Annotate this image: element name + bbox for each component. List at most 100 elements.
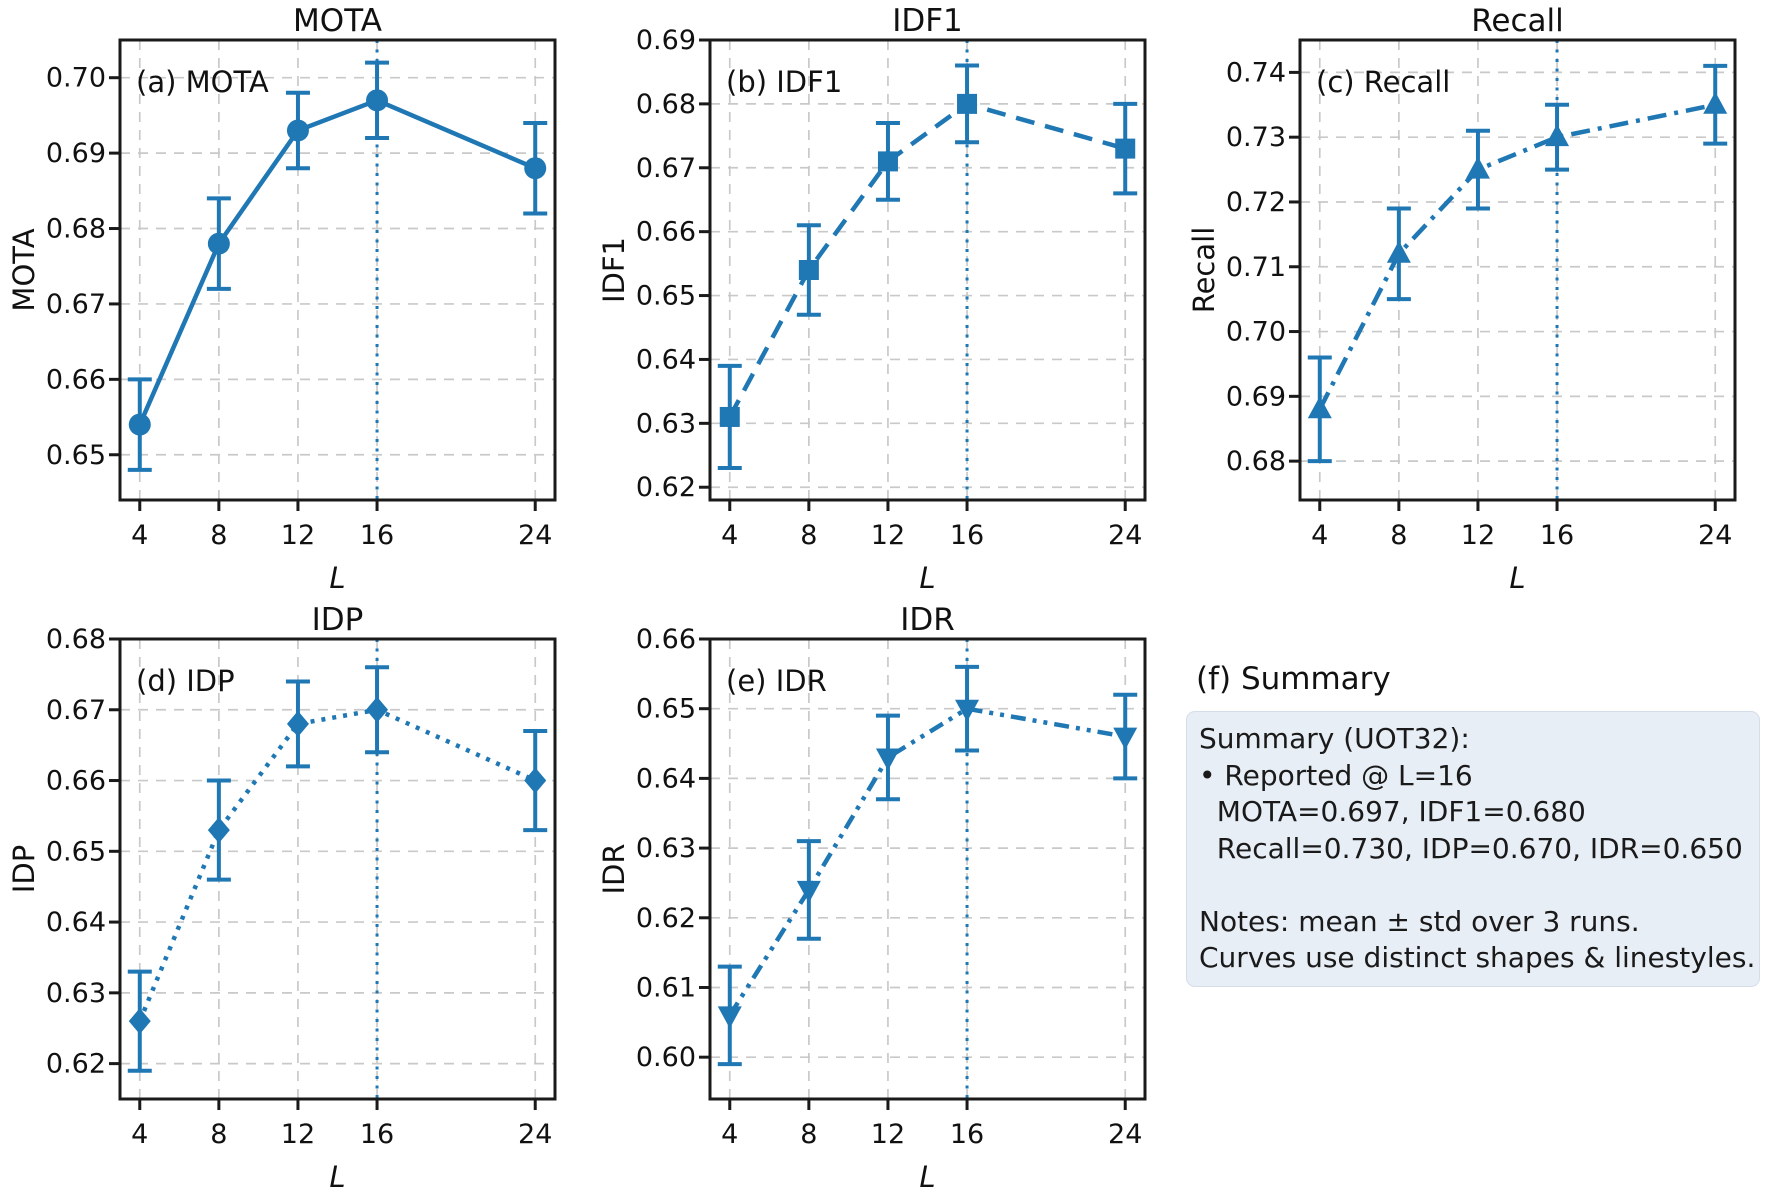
triangle-up-marker <box>1307 396 1332 419</box>
diamond-marker <box>128 1008 151 1035</box>
x-tick-label: 8 <box>210 1119 227 1150</box>
triangle-up-marker <box>1386 240 1411 263</box>
y-tick-label: 0.62 <box>46 1049 106 1080</box>
y-axis-label: Recall <box>1187 227 1221 314</box>
y-tick-label: 0.65 <box>46 440 106 471</box>
panel-annotation: (a) MOTA <box>136 65 269 99</box>
diamond-marker <box>366 696 389 723</box>
circle-marker <box>286 119 309 142</box>
x-tick-label: 8 <box>800 520 817 551</box>
triangle-down-marker <box>796 880 821 903</box>
y-tick-label: 0.69 <box>1226 381 1286 412</box>
summary-line: Summary (UOT32): <box>1199 722 1470 755</box>
x-tick-label: 24 <box>1108 520 1142 551</box>
x-tick-label: 8 <box>210 520 227 551</box>
axes-box <box>118 38 557 502</box>
triangle-up-marker <box>1703 91 1728 114</box>
y-tick-label: 0.60 <box>636 1042 696 1073</box>
x-tick-label: 24 <box>1108 1119 1142 1150</box>
axes-box <box>118 637 557 1101</box>
x-tick-label: 24 <box>518 520 552 551</box>
summary-line: MOTA=0.697, IDF1=0.680 <box>1199 795 1586 828</box>
x-tick-label: 16 <box>360 1119 394 1150</box>
summary-panel: (f) Summary Summary (UOT32): • Reported … <box>1180 599 1770 1197</box>
subplot-idp: 0.62 0.63 0.64 0.65 0.66 0.67 0.68 4 8 12 16 24 IDP L… <box>7 602 557 1194</box>
y-tick-label: 0.71 <box>1226 252 1286 283</box>
diamond-marker <box>524 767 547 794</box>
y-tick-label: 0.66 <box>636 217 696 248</box>
panel-title: MOTA <box>293 3 382 39</box>
summary-line: Recall=0.730, IDP=0.670, IDR=0.650 <box>1199 831 1743 865</box>
y-tick-label: 0.64 <box>636 344 696 375</box>
plot-line <box>1317 102 1716 411</box>
axes-box <box>708 637 1147 1101</box>
y-axis-label: IDP <box>7 845 41 893</box>
panel-annotation: (b) IDF1 <box>726 65 842 99</box>
panel-annotation: (d) IDP <box>136 664 235 698</box>
y-tick-label: 0.69 <box>46 138 106 169</box>
y-tick-label: 0.68 <box>46 214 106 245</box>
x-tick-label: 12 <box>1461 520 1495 551</box>
x-axis-label: L <box>919 1160 935 1194</box>
triangle-up-marker <box>1465 156 1490 179</box>
subplot-recall: 0.68 0.69 0.70 0.71 0.72 0.73 0.74 4 8 12 16 24 Reca… <box>1187 3 1737 595</box>
y-tick-label: 0.64 <box>46 907 106 938</box>
summary-heading: (f) Summary <box>1196 661 1391 697</box>
x-tick-label: 12 <box>871 520 905 551</box>
y-tick-label: 0.68 <box>46 624 106 655</box>
y-tick-label: 0.65 <box>636 694 696 725</box>
x-tick-label: 8 <box>1390 520 1407 551</box>
y-tick-label: 0.66 <box>46 364 106 395</box>
x-axis-label: L <box>919 561 935 595</box>
x-tick-label: 24 <box>518 1119 552 1150</box>
x-tick-label: 4 <box>131 1119 148 1150</box>
square-marker <box>798 260 819 280</box>
triangle-down-marker <box>875 748 900 771</box>
x-tick-label: 16 <box>360 520 394 551</box>
summary-line: • Reported @ L=16 <box>1199 758 1473 792</box>
panel-annotation: (c) Recall <box>1316 65 1450 99</box>
x-tick-label: 4 <box>131 520 148 551</box>
triangle-down-marker <box>1113 727 1138 750</box>
axes-box <box>1298 38 1737 502</box>
y-tick-label: 0.69 <box>636 25 696 56</box>
y-tick-label: 0.70 <box>46 63 106 94</box>
panel-title: Recall <box>1471 3 1564 39</box>
summary-line <box>1199 867 1747 904</box>
plot-line <box>727 706 1126 1017</box>
panel-title: IDP <box>312 602 364 638</box>
x-tick-label: 16 <box>950 520 984 551</box>
x-tick-label: 16 <box>950 1119 984 1150</box>
y-tick-label: 0.64 <box>636 763 696 794</box>
x-tick-label: 4 <box>721 1119 738 1150</box>
circle-marker <box>524 157 547 180</box>
y-tick-label: 0.61 <box>636 972 696 1003</box>
y-tick-label: 0.62 <box>636 903 696 934</box>
axes-box <box>708 38 1147 502</box>
x-tick-label: 4 <box>1311 520 1328 551</box>
y-tick-label: 0.67 <box>46 695 106 726</box>
summary-line: Notes: mean ± std over 3 runs. <box>1199 904 1640 938</box>
y-tick-label: 0.67 <box>46 289 106 320</box>
plot-line <box>137 98 537 426</box>
triangle-up-marker <box>1545 124 1570 147</box>
subplot-mota: 0.65 0.66 0.67 0.68 0.69 0.70 4 8 12 16 24 MOTA L MOT… <box>7 3 557 595</box>
y-tick-label: 0.63 <box>636 408 696 439</box>
y-axis-label: IDR <box>597 843 631 894</box>
x-axis-label: L <box>1509 561 1525 595</box>
y-tick-label: 0.63 <box>636 833 696 864</box>
panel-annotation: (e) IDR <box>726 664 827 698</box>
subplot-idr: 0.60 0.61 0.62 0.63 0.64 0.65 0.66 4 8 12 16 24 IDR L… <box>597 602 1147 1194</box>
y-tick-label: 0.63 <box>46 978 106 1009</box>
x-tick-label: 12 <box>281 1119 315 1150</box>
square-marker <box>957 93 978 114</box>
x-axis-label: L <box>329 561 345 595</box>
x-axis-label: L <box>329 1160 345 1194</box>
y-tick-label: 0.70 <box>1226 317 1286 348</box>
plot-line <box>727 101 1126 419</box>
plot-line <box>137 707 537 1023</box>
triangle-down-marker <box>955 699 980 722</box>
square-marker <box>1115 138 1136 159</box>
y-axis-label: MOTA <box>7 228 41 311</box>
